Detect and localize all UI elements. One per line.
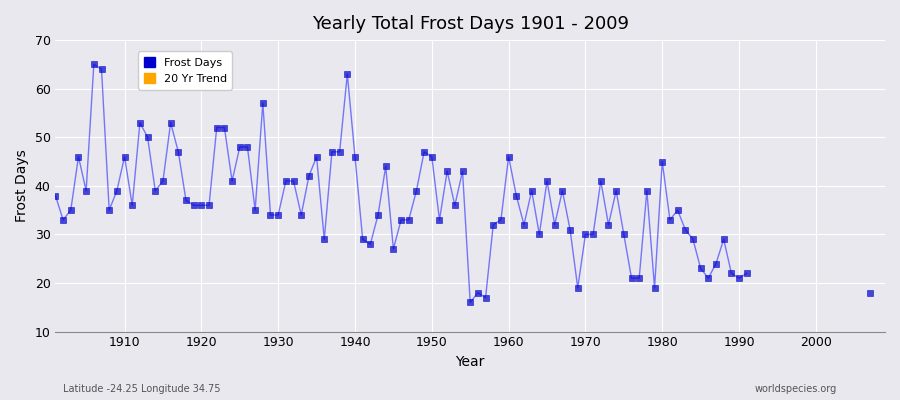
- Y-axis label: Frost Days: Frost Days: [15, 150, 29, 222]
- Legend: Frost Days, 20 Yr Trend: Frost Days, 20 Yr Trend: [138, 52, 232, 90]
- Text: Latitude -24.25 Longitude 34.75: Latitude -24.25 Longitude 34.75: [63, 384, 220, 394]
- Title: Yearly Total Frost Days 1901 - 2009: Yearly Total Frost Days 1901 - 2009: [311, 15, 629, 33]
- X-axis label: Year: Year: [455, 355, 485, 369]
- Text: worldspecies.org: worldspecies.org: [755, 384, 837, 394]
